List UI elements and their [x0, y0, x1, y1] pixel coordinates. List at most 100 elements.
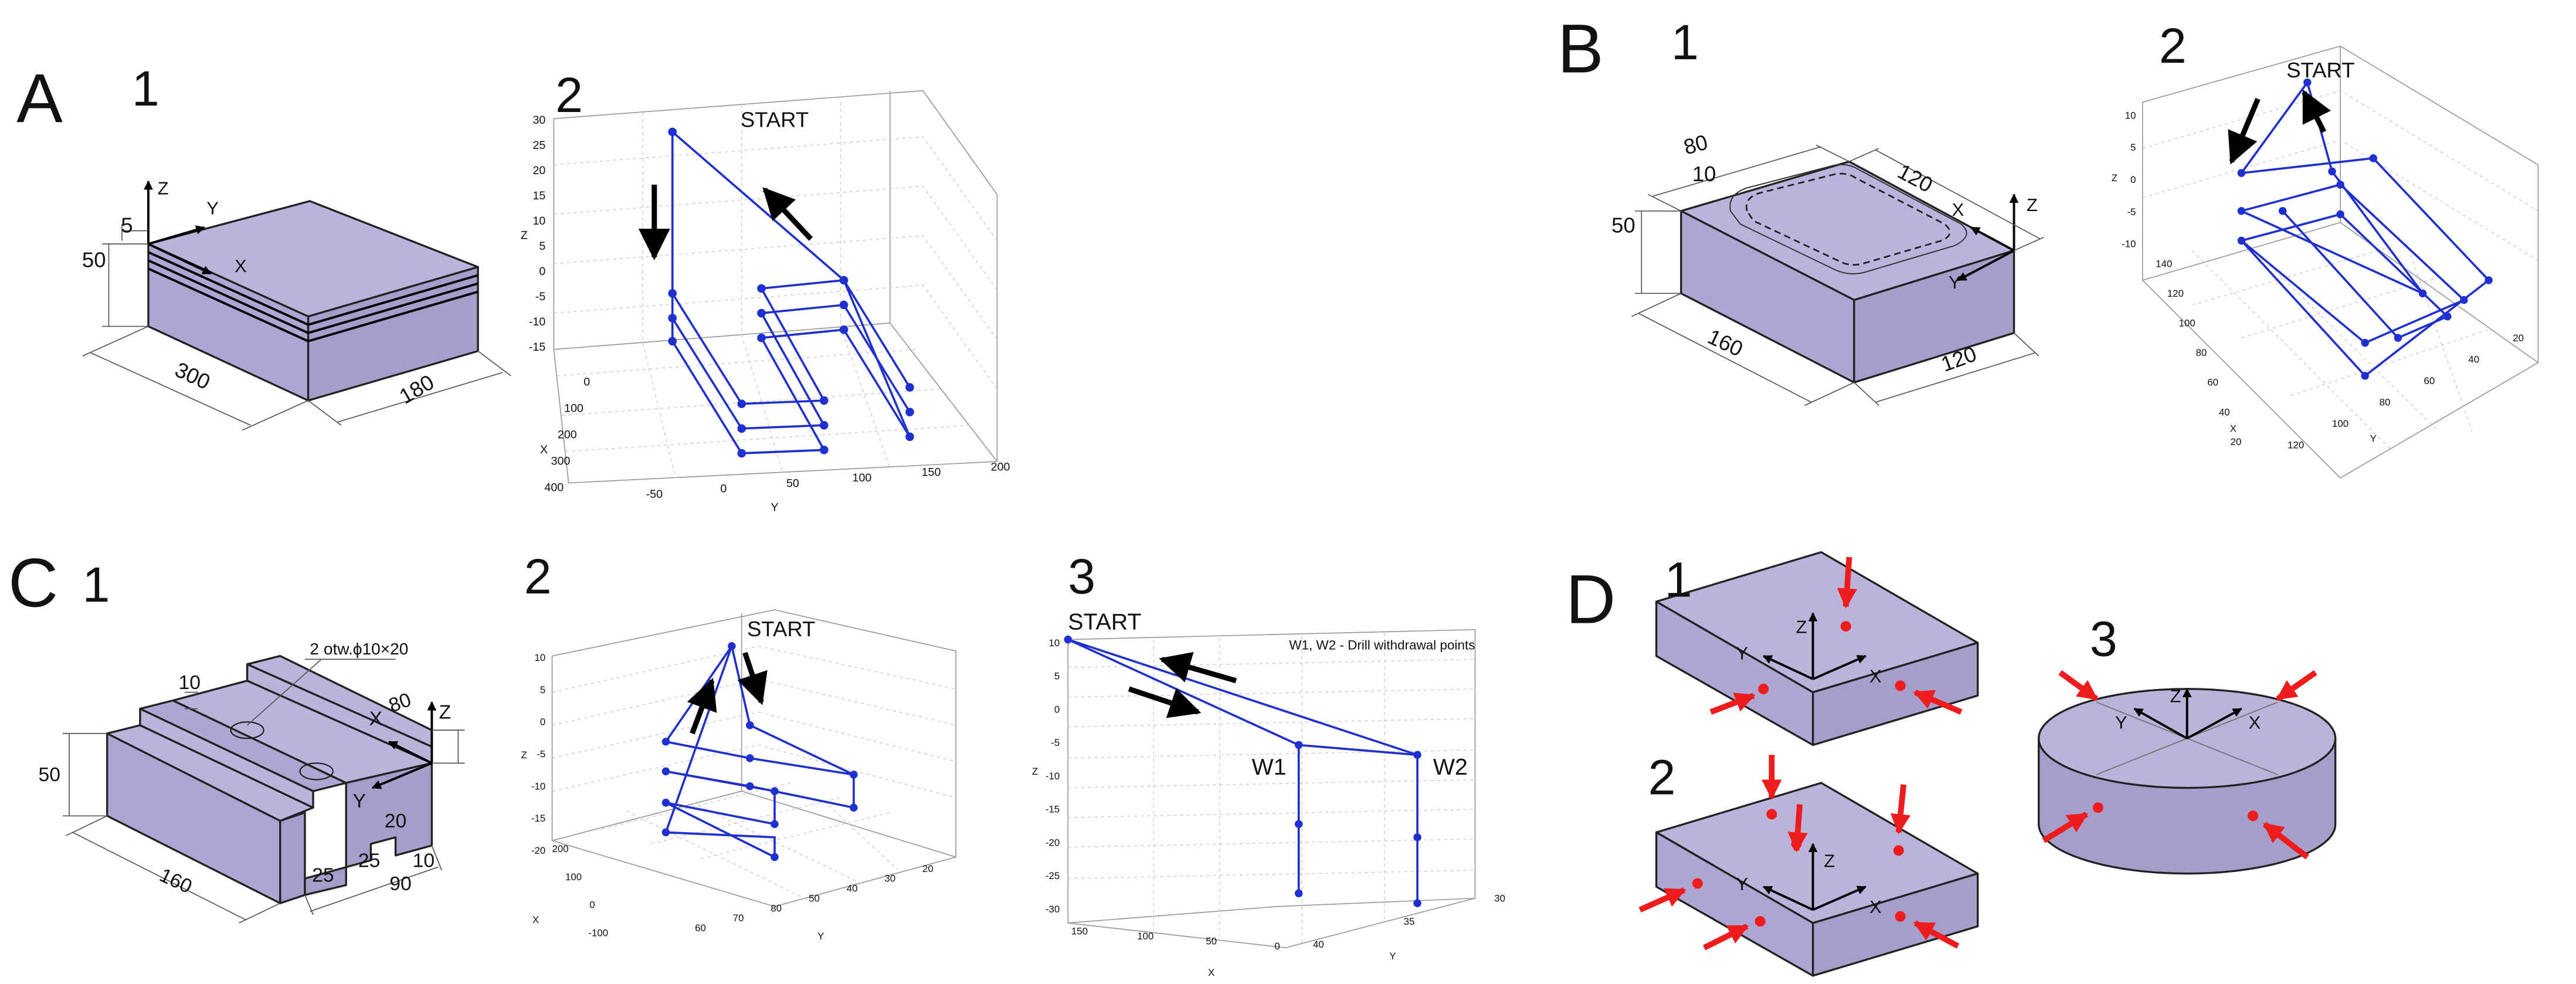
plot-c3-path — [1068, 633, 1475, 943]
plot-a2-g-circle — [668, 337, 677, 346]
plot-c3-g-circle — [1295, 820, 1303, 829]
block-b1 — [1631, 144, 2044, 406]
block-d1-line — [1913, 689, 1963, 715]
plot-a2-g-circle — [757, 284, 766, 293]
block-d2-circle — [1692, 878, 1703, 889]
block-d2 — [1638, 755, 1979, 977]
axis-title: Y — [2370, 433, 2377, 444]
x-tick: 0 — [589, 900, 595, 911]
axis-title: Z — [521, 229, 528, 242]
plot-c2-g-circle — [850, 771, 858, 779]
dimension: 300 — [171, 357, 214, 394]
x-tick: 400 — [544, 481, 564, 494]
block-a1-polyline — [148, 251, 478, 326]
z-tick: 10 — [1048, 637, 1060, 649]
plot-b2-g-circle — [2418, 289, 2427, 298]
plot-a2-g-circle — [820, 396, 829, 405]
plot-a2-g-circle — [668, 127, 677, 137]
x-tick: 100 — [565, 871, 582, 883]
block-c1-polygon — [279, 811, 306, 904]
dimension: 50 — [82, 247, 106, 272]
dimension: 10 — [413, 849, 435, 871]
sub-label: 3 — [2090, 612, 2117, 667]
block-d2-circle — [1766, 809, 1777, 820]
annotation: START — [741, 107, 809, 131]
z-tick: 20 — [532, 164, 545, 177]
block-b1-line — [1970, 226, 2015, 252]
axis-label: Z — [2027, 195, 2038, 215]
plot-a2-path — [554, 96, 997, 479]
axis-title: X — [532, 914, 539, 925]
sub-label: 1 — [132, 61, 159, 116]
y-tick: 20 — [2513, 332, 2524, 344]
y-tick: 30 — [884, 873, 895, 884]
plot-a2-g-circle — [737, 399, 746, 408]
y-tick: 80 — [771, 902, 782, 914]
z-tick: -20 — [1046, 837, 1060, 848]
block-d2-line — [1787, 804, 1808, 853]
panel-label: B — [1557, 11, 1604, 88]
block-c1-ellipse — [230, 721, 264, 739]
y-tick: 120 — [2287, 440, 2304, 451]
block-d2-polygon — [1811, 872, 1979, 977]
z-tick: 5 — [539, 240, 545, 253]
plot-c2-g-circle — [661, 738, 670, 746]
axis-title: Z — [2112, 172, 2117, 184]
block-c1-path — [62, 659, 465, 924]
z-tick: 25 — [532, 139, 545, 152]
z-tick: 5 — [1054, 671, 1060, 682]
y-tick: 80 — [2380, 396, 2391, 408]
block-a1-line — [148, 243, 212, 275]
x-tick: 300 — [551, 455, 571, 468]
cylinder-d3-circle — [2248, 810, 2259, 822]
axis-label: Z — [158, 178, 169, 199]
axis-title: Y — [817, 931, 824, 942]
sub-label: 1 — [1665, 552, 1692, 607]
axis-label: X — [1869, 666, 1882, 687]
x-tick: 0 — [583, 376, 590, 389]
plot-c3-polyline — [1067, 638, 1418, 756]
plot-b2-line — [2302, 89, 2331, 133]
block-c1 — [62, 654, 465, 924]
block-d1-line — [1709, 693, 1756, 715]
dimension: 50 — [39, 764, 61, 786]
plot-b2-g-circle — [2303, 78, 2312, 87]
block-d2-line — [1702, 924, 1749, 951]
plot-a2-g-circle — [737, 449, 746, 458]
z-tick: 5 — [540, 684, 545, 695]
y-tick: 35 — [1404, 916, 1415, 927]
plot-b2-g-circle — [2336, 210, 2344, 219]
plot-b2-path — [2142, 90, 2538, 449]
block-b1-polygon — [1853, 249, 2015, 384]
plot-a2-polyline — [671, 328, 911, 454]
block-c1-line — [371, 762, 433, 789]
z-tick: 5 — [2130, 142, 2136, 153]
plot-c2-g-circle — [746, 782, 754, 790]
block-d2-line — [1762, 885, 1814, 911]
plot-a2-g-circle — [820, 420, 829, 430]
plot-c2-g-circle — [661, 828, 670, 837]
plot-c2-g-circle — [728, 642, 736, 650]
dimension: 10 — [1692, 162, 1716, 186]
dimension: 10 — [178, 671, 201, 694]
panel-label: D — [1566, 561, 1615, 638]
block-b1-line — [1957, 249, 2015, 281]
plot-a2-g-circle — [905, 408, 914, 416]
panel-label: A — [16, 60, 63, 137]
cylinder-d3-line — [2133, 707, 2188, 739]
annotation: START — [1068, 609, 1141, 635]
block-c1-line — [388, 741, 433, 765]
plot-a2-line — [762, 187, 813, 241]
z-tick: -10 — [2122, 239, 2136, 250]
y-tick: 200 — [991, 460, 1010, 473]
z-tick: -25 — [1046, 870, 1060, 881]
plot-a2-g — [668, 127, 914, 458]
axis-label: Y — [2115, 712, 2127, 732]
sub-label: 1 — [1671, 15, 1699, 70]
axis-label: X — [235, 256, 247, 276]
z-tick: -15 — [1046, 804, 1060, 815]
plot-c3-polyline — [1067, 629, 1476, 948]
block-d1-line — [1762, 654, 1814, 680]
block-a1 — [82, 180, 511, 431]
